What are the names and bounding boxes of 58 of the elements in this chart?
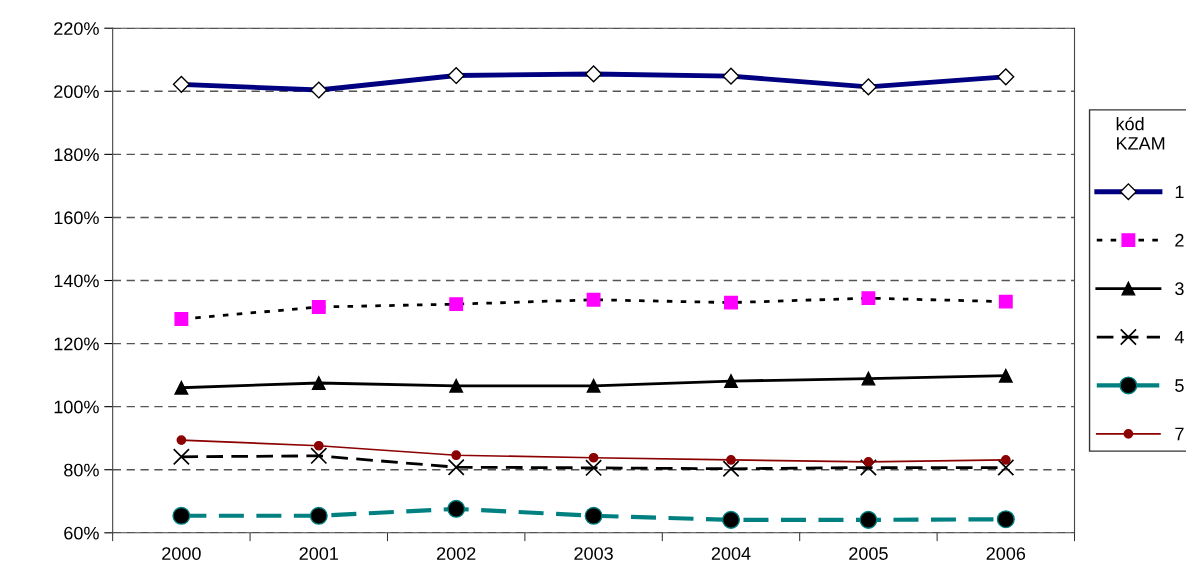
point xyxy=(998,368,1013,383)
point xyxy=(311,300,326,314)
legend-label: 1 xyxy=(1175,185,1184,199)
legend-label: 2 xyxy=(1175,233,1184,247)
point xyxy=(449,378,464,393)
point xyxy=(451,450,462,461)
y-tick-label: 140% xyxy=(54,274,99,288)
point xyxy=(861,371,876,386)
point xyxy=(998,294,1013,309)
y-tick-label: 100% xyxy=(54,400,99,414)
x-tick-label: 2002 xyxy=(437,547,476,560)
legend-label: 5 xyxy=(1175,379,1184,392)
legend-title: kód KZAM xyxy=(1116,116,1165,150)
y-tick-label: 180% xyxy=(54,148,99,162)
y-tick-label: 60% xyxy=(64,526,99,540)
point xyxy=(447,499,466,518)
y-tick-label: 160% xyxy=(54,211,99,225)
y-tick-label: 220% xyxy=(54,22,99,35)
point xyxy=(996,510,1015,529)
point xyxy=(586,378,601,393)
point xyxy=(176,435,187,445)
x-tick-label: 2005 xyxy=(849,547,888,560)
x-tick-label: 2000 xyxy=(162,547,201,560)
x-tick-label: 2006 xyxy=(986,547,1026,560)
point xyxy=(724,295,738,310)
y-tick-label: 80% xyxy=(64,463,99,477)
point xyxy=(997,459,1015,476)
y-tick-label: 200% xyxy=(54,85,99,99)
point xyxy=(172,506,191,525)
point xyxy=(721,510,741,529)
point xyxy=(586,292,601,307)
point xyxy=(174,312,189,326)
point xyxy=(311,376,326,390)
point xyxy=(449,297,464,312)
point xyxy=(585,459,603,477)
point xyxy=(310,447,328,465)
point xyxy=(309,506,328,525)
point xyxy=(588,452,599,463)
point xyxy=(722,460,740,478)
point xyxy=(859,459,877,476)
point xyxy=(313,440,324,451)
point xyxy=(172,448,190,466)
legend-label: 3 xyxy=(1175,282,1184,296)
point xyxy=(726,455,736,465)
x-tick-label: 2003 xyxy=(574,547,613,560)
point xyxy=(584,506,603,525)
point xyxy=(859,510,878,529)
point xyxy=(447,458,465,476)
point xyxy=(1000,455,1011,465)
x-tick-label: 2004 xyxy=(711,547,751,560)
legend-label: 4 xyxy=(1174,330,1184,344)
point xyxy=(863,456,874,467)
legend-label: 7 xyxy=(1175,427,1184,441)
point xyxy=(174,380,189,395)
point xyxy=(861,291,876,306)
point xyxy=(724,374,738,389)
y-tick-label: 120% xyxy=(54,337,99,351)
x-tick-label: 2001 xyxy=(299,547,338,560)
